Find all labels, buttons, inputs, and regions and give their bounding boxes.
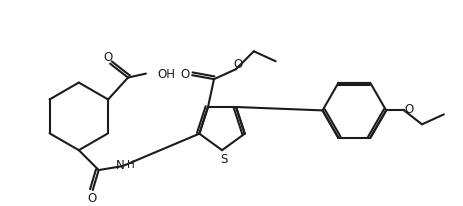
Text: N: N xyxy=(116,158,125,171)
Text: O: O xyxy=(233,57,242,70)
Text: O: O xyxy=(103,51,113,64)
Text: OH: OH xyxy=(157,68,175,81)
Text: O: O xyxy=(180,67,189,80)
Text: S: S xyxy=(220,152,227,165)
Text: O: O xyxy=(404,102,413,115)
Text: H: H xyxy=(126,159,134,169)
Text: O: O xyxy=(87,192,96,204)
